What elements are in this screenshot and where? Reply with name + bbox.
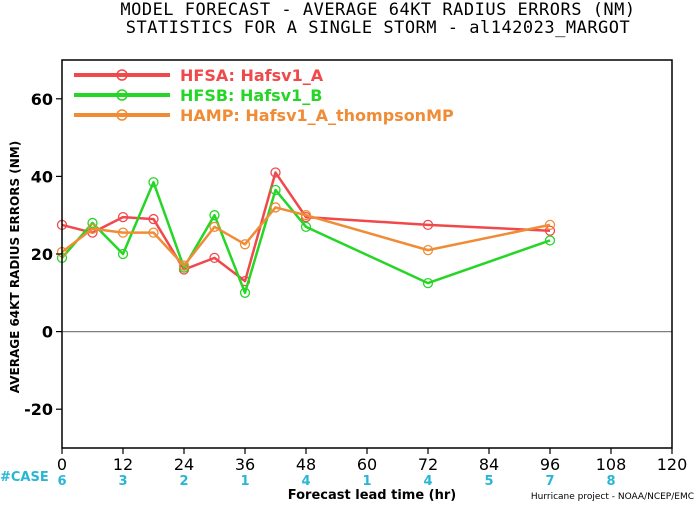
data-point	[209, 221, 220, 232]
legend-label: HFSB: Hafsv1_B	[180, 86, 322, 105]
case-count: 7	[545, 474, 554, 489]
data-point	[544, 235, 556, 246]
data-point	[117, 248, 129, 260]
case-count: 2	[179, 474, 188, 489]
data-point	[422, 277, 434, 289]
data-point	[422, 219, 434, 231]
case-count: 4	[423, 474, 432, 489]
chart-title: MODEL FORECAST - AVERAGE 64KT RADIUS ERR…	[120, 0, 636, 20]
case-row-label: #CASE	[0, 470, 49, 485]
data-point	[148, 213, 159, 225]
y-tick-label: 40	[31, 167, 53, 186]
legend-item-2: HFSB: Hafsv1_B	[74, 86, 322, 105]
case-count: 4	[301, 474, 310, 489]
x-tick-label: 60	[357, 455, 377, 474]
data-point	[117, 227, 129, 238]
data-point	[239, 239, 251, 250]
legend-item-1: HFSA: Hafsv1_A	[74, 66, 324, 85]
series-layer	[56, 167, 556, 298]
case-count: 3	[118, 474, 127, 489]
case-count: 8	[606, 474, 615, 489]
legend-marker	[116, 109, 128, 121]
data-point	[87, 223, 98, 234]
x-tick-label: 36	[235, 455, 255, 474]
data-point	[544, 225, 556, 236]
y-tick-label: 0	[42, 323, 53, 342]
series-line	[61, 180, 551, 295]
legend-label: HAMP: Hafsv1_A_thompsonMP	[180, 106, 454, 125]
series-line	[61, 171, 551, 283]
x-tick-label: 0	[57, 455, 67, 474]
case-count: 5	[484, 474, 493, 489]
case-count: 1	[240, 474, 249, 489]
y-tick-label: -20	[24, 400, 53, 419]
x-tick-label: 120	[657, 455, 688, 474]
legend-label: HFSA: Hafsv1_A	[180, 66, 324, 85]
data-point	[544, 219, 556, 231]
x-tick-label: 48	[296, 455, 316, 474]
data-point	[148, 227, 159, 238]
series-2	[56, 177, 556, 298]
axis-layer: -20 0 20 40 60 0 12 24 36 48 60 72 84 96 108 120	[24, 90, 687, 474]
chart-subtitle: STATISTICS FOR A SINGLE STORM - al142023…	[125, 18, 631, 38]
legend-marker	[116, 69, 128, 81]
credit-text: Hurricane project - NOAA/NCEP/EMC	[530, 492, 694, 502]
case-counts: 6 3 2 1 4 1 4 5 7 8	[57, 474, 615, 489]
data-point	[422, 244, 434, 256]
x-tick-label: 72	[418, 455, 438, 474]
x-tick-label: 12	[113, 455, 133, 474]
data-point	[239, 287, 251, 298]
data-point	[270, 202, 281, 213]
x-tick-label: 24	[174, 455, 194, 474]
data-point	[209, 210, 220, 221]
data-point	[209, 252, 220, 264]
data-point	[300, 221, 312, 232]
legend-marker	[116, 89, 128, 101]
y-tick-label: 60	[31, 90, 53, 109]
case-count: 6	[57, 474, 66, 489]
data-point	[178, 260, 190, 271]
y-axis-label: AVERAGE 64KT RADIUS ERRORS (NM)	[8, 140, 22, 394]
x-axis-label: Forecast lead time (hr)	[287, 488, 457, 503]
data-point	[270, 184, 281, 196]
series-line	[61, 206, 551, 267]
x-tick-label: 108	[596, 455, 627, 474]
data-point	[270, 167, 281, 178]
data-point	[300, 210, 312, 221]
case-count: 1	[362, 474, 371, 489]
legend-item-3: HAMP: Hafsv1_A_thompsonMP	[74, 106, 454, 125]
x-tick-label: 96	[540, 455, 560, 474]
series-3	[56, 202, 556, 271]
data-point	[117, 211, 129, 223]
data-point	[87, 217, 98, 229]
y-tick-label: 20	[31, 245, 53, 264]
x-tick-label: 84	[479, 455, 499, 474]
data-point	[148, 177, 159, 188]
